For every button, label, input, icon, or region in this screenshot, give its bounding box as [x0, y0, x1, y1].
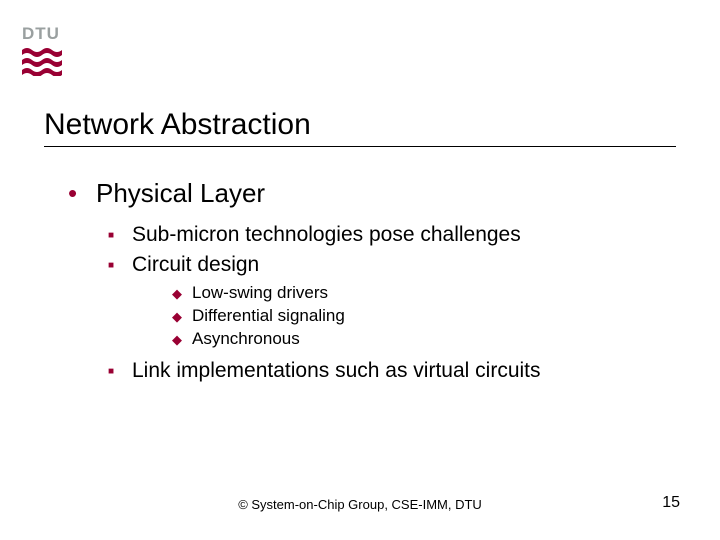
list-item: ■ Sub-micron technologies pose challenge…: [108, 223, 668, 247]
bullet-l3-icon: ◆: [172, 286, 192, 302]
dtu-logo: DTU: [22, 24, 64, 76]
bullet-l1-icon: •: [68, 180, 96, 206]
l2-text: Link implementations such as virtual cir…: [132, 359, 541, 383]
l2-text: Circuit design: [132, 253, 259, 277]
bullet-l3-icon: ◆: [172, 332, 192, 348]
logo-text: DTU: [22, 24, 64, 44]
bullet-l2-icon: ■: [108, 230, 132, 241]
list-item: • Physical Layer: [68, 178, 668, 209]
list-item: ◆ Asynchronous: [172, 329, 668, 349]
logo-waves-icon: [22, 46, 64, 76]
l2-text: Sub-micron technologies pose challenges: [132, 223, 521, 247]
list-item: ■ Link implementations such as virtual c…: [108, 359, 668, 383]
l2-group: ■ Sub-micron technologies pose challenge…: [108, 223, 668, 383]
page-number: 15: [662, 494, 680, 512]
slide-content: • Physical Layer ■ Sub-micron technologi…: [68, 178, 668, 389]
title-underline: [44, 146, 676, 147]
l3-text: Differential signaling: [192, 306, 345, 326]
l1-text: Physical Layer: [96, 178, 265, 209]
slide-title: Network Abstraction: [44, 108, 311, 142]
list-item: ■ Circuit design: [108, 253, 668, 277]
footer-copyright: © System-on-Chip Group, CSE-IMM, DTU: [0, 497, 720, 512]
bullet-l2-icon: ■: [108, 366, 132, 377]
bullet-l2-icon: ■: [108, 260, 132, 271]
list-item: ◆ Differential signaling: [172, 306, 668, 326]
list-item: ◆ Low-swing drivers: [172, 283, 668, 303]
l3-text: Asynchronous: [192, 329, 300, 349]
l3-text: Low-swing drivers: [192, 283, 328, 303]
bullet-l3-icon: ◆: [172, 309, 192, 325]
l3-group: ◆ Low-swing drivers ◆ Differential signa…: [172, 283, 668, 349]
